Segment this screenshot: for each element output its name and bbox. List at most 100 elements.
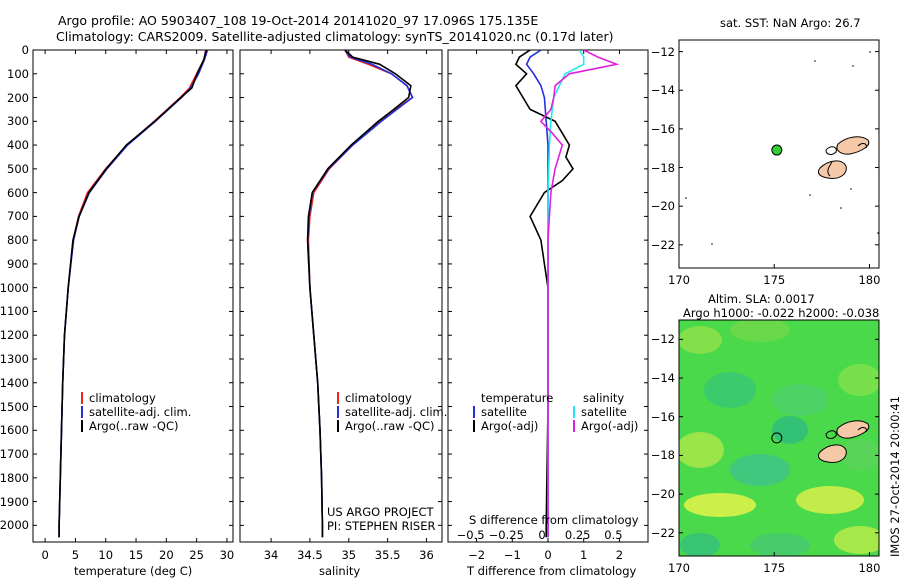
fiji-islands-sla [817, 420, 870, 463]
legend-title-temperature: temperature [481, 391, 554, 405]
legend-title-salinity: salinity [583, 391, 625, 405]
argo-position-marker-sla [771, 432, 783, 444]
difference-xlabel: T difference from climatology [467, 564, 637, 578]
legend-label-satellite: satellite-adj. clim. [345, 405, 448, 419]
legend-label-t-satellite: satellite [481, 405, 527, 419]
x-tick-label: 36 [419, 548, 434, 562]
series-line-climatology [58, 50, 207, 538]
fiji-islands [817, 136, 870, 179]
imos-timestamp: IMOS 27-Oct-2014 20:00:41 [888, 395, 900, 557]
sla-patch [680, 533, 720, 556]
sla-patch [772, 416, 808, 444]
x-tick-label: 34 [263, 548, 279, 562]
legend-label-argo: Argo(..raw -QC) [345, 419, 435, 433]
x-tick-label: 1 [580, 548, 588, 562]
sla-patch [838, 364, 879, 396]
depth-tick-label: 1900 [0, 494, 29, 509]
sla-field [679, 320, 879, 556]
depth-tick-label: 500 [7, 161, 29, 176]
difference-axes [448, 49, 648, 542]
temperature-lines [58, 50, 209, 538]
depth-tick-label: 800 [7, 233, 29, 248]
map-lon-label: 180 [858, 561, 881, 575]
sla-map-frame [678, 319, 880, 557]
depth-tick-label: 1200 [0, 328, 29, 343]
map-lat-label: −14 [650, 371, 675, 386]
legend-label-satellite: satellite-adj. clim. [89, 405, 192, 419]
sla-patch [684, 493, 756, 517]
depth-tick-label: 1800 [0, 470, 29, 485]
series-line-temperature-argo-adj [514, 50, 574, 538]
map-lon-label: 175 [763, 561, 786, 575]
depth-tick-label: 900 [7, 256, 29, 271]
figure-title-line1: Argo profile: AO 5903407_108 19-Oct-2014… [58, 13, 539, 28]
sla-patch [834, 526, 879, 554]
x-tick-label: 25 [189, 548, 204, 562]
argo-position-marker [771, 144, 783, 156]
sst-map-title: sat. SST: NaN Argo: 26.7 [720, 16, 861, 30]
x-tick-label: 15 [128, 548, 144, 562]
project-annotation-line2: PI: STEPHEN RISER [327, 519, 436, 533]
legend-label-t-argo: Argo(-adj) [481, 419, 539, 433]
x-top-tick-label: 0.25 [564, 528, 591, 542]
x-top-tick-label: −0.5 [456, 528, 485, 542]
series-line-argo-raw-qc [306, 50, 412, 538]
depth-tick-label: 100 [7, 66, 29, 81]
depth-tick-label: 1600 [0, 423, 29, 438]
x-tick-label: 30 [219, 548, 235, 562]
legend-label-argo: Argo(..raw -QC) [89, 419, 179, 433]
map-ticks [678, 51, 879, 556]
series-line-salinity-argo-adj [539, 50, 620, 538]
legend-label-s-satellite: satellite [581, 405, 627, 419]
sla-patch [679, 326, 722, 354]
map-lat-label: −16 [650, 121, 675, 136]
figure-title-line2: Climatology: CARS2009. Satellite-adjuste… [56, 29, 614, 44]
legend-label-s-argo: Argo(-adj) [581, 419, 639, 433]
x-tick-label: 0 [544, 548, 552, 562]
series-line-argo-raw-qc [58, 50, 208, 538]
map-lat-label: −20 [650, 487, 675, 502]
series-line-satellite-adj-clim [306, 50, 414, 538]
x-tick-label: 34.5 [297, 548, 323, 562]
map-lon-label: 180 [858, 273, 881, 287]
series-line-satellite-adj-clim [58, 50, 209, 538]
sla-patch [704, 372, 756, 408]
depth-tick-label: 400 [7, 138, 29, 153]
x-top-tick-label: 0.5 [604, 528, 623, 542]
series-line-climatology [307, 50, 414, 538]
sla-map-title-line2: Argo h1000: -0.022 h2000: -0.038 [683, 306, 880, 320]
legend-label-climatology: climatology [345, 391, 412, 405]
depth-tick-label: 1400 [0, 375, 29, 390]
x-tick-label: 35 [341, 548, 357, 562]
map-lon-label: 170 [668, 561, 690, 575]
sla-patch [796, 486, 864, 514]
temperature-axes [33, 49, 233, 542]
difference-legend [473, 406, 575, 432]
sla-map-title-line1: Altim. SLA: 0.0017 [708, 292, 815, 306]
x-tick-label: 2 [615, 548, 624, 562]
map-lat-label: −16 [650, 409, 675, 424]
x-top-tick-label: 0 [538, 528, 546, 542]
depth-tick-label: 1300 [0, 351, 29, 366]
x-tick-label: 0 [41, 548, 49, 562]
map-lat-label: −22 [650, 237, 675, 252]
depth-tick-label: 700 [7, 209, 29, 224]
map-lat-label: −12 [650, 332, 675, 347]
temperature-plot-frame [32, 49, 234, 543]
series-line-salinity-satellite [547, 50, 585, 538]
map-lon-label: 175 [763, 273, 786, 287]
x-tick-label: −2 [468, 548, 486, 562]
difference-top-xlabel: S difference from climatology [469, 513, 639, 527]
difference-lines [514, 50, 620, 538]
depth-tick-label: 0 [21, 43, 29, 57]
map-lat-label: −22 [650, 525, 675, 540]
map-lat-label: −14 [650, 83, 675, 98]
depth-tick-label: 1000 [0, 280, 29, 295]
depth-tick-label: 1700 [0, 447, 29, 462]
x-tick-label: 10 [98, 548, 114, 562]
salinity-xlabel: salinity [319, 564, 361, 578]
salinity-axes [240, 49, 442, 542]
sla-patch [772, 384, 828, 416]
map-lon-label: 170 [668, 273, 690, 287]
